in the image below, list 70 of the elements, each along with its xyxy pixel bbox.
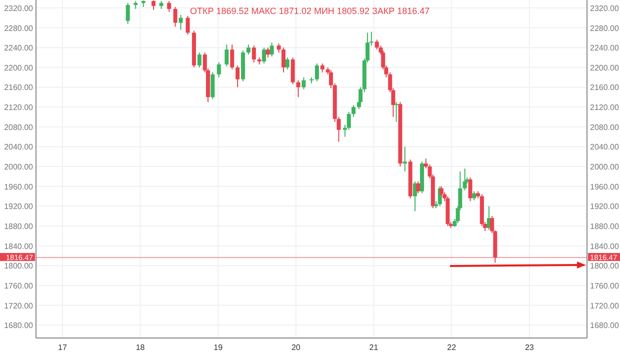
candlestick (416, 180, 420, 194)
candlestick (266, 47, 270, 58)
candlestick (236, 64, 240, 88)
y2-tick-label: 1760.00 (590, 281, 620, 290)
text: ОТКР 1869.52 МАКС 1871.02 МИН 1805.92 ЗАКР 1816.47 (190, 6, 430, 16)
y2-tick-label: 1800.00 (590, 262, 620, 271)
y-tick-label: 2240.00 (4, 44, 34, 53)
candlestick (285, 56, 290, 70)
y-tick-label: 1840.00 (4, 242, 34, 251)
y-tick-label: 1800.00 (4, 262, 34, 271)
y-tick-label: 1760.00 (4, 281, 34, 290)
y-tick-label: 2280.00 (4, 24, 34, 33)
y-tick-label: 2160.00 (4, 83, 34, 92)
candlestick (262, 47, 266, 64)
candlestick (167, 0, 172, 12)
x-tick-label: 18 (136, 343, 146, 352)
y2-tick-label: 2080.00 (590, 122, 620, 132)
x-tick-label: 19 (214, 343, 224, 352)
y2-tick-label: 2000.00 (590, 162, 620, 172)
candlestick (374, 39, 379, 50)
y-tick-label: 2080.00 (4, 122, 34, 132)
y2-tick-label: 1960.00 (590, 182, 620, 192)
y-tick-label: 2200.00 (4, 63, 34, 72)
candlestick (216, 62, 221, 78)
candlestick (468, 176, 472, 202)
y2-tick-label: 2320.00 (590, 4, 620, 13)
y-tick-label: 2040.00 (4, 142, 34, 152)
y2-tick-label: 2200.00 (590, 63, 620, 72)
candlestick (246, 44, 250, 56)
y-tick-label: 1720.00 (4, 301, 34, 310)
candlestick (296, 80, 300, 98)
y2-tick-label: 2240.00 (590, 44, 620, 53)
candlestick (126, 2, 130, 24)
x-tick-label: 22 (447, 343, 457, 352)
candlestick (352, 104, 356, 118)
candlestick (270, 42, 274, 57)
candlestick (197, 52, 202, 68)
y2-tick-label: 1920.00 (590, 202, 620, 212)
y2-tick-label: 1840.00 (590, 242, 620, 251)
candlestick (210, 72, 215, 100)
candlestick (281, 47, 286, 73)
candlestick (186, 15, 190, 36)
candlestick (314, 62, 319, 82)
y-tick-label: 1920.00 (4, 202, 34, 212)
y2-tick-label: 2120.00 (590, 103, 620, 112)
candlestick (290, 56, 295, 85)
candlestick (302, 76, 306, 90)
candlestick (252, 45, 256, 63)
x-tick-label: 20 (291, 343, 301, 352)
candlestick (178, 14, 183, 30)
x-tick-label: 21 (369, 343, 379, 352)
candlestick (230, 44, 234, 70)
candlestick (224, 44, 229, 67)
x-tick-label: 23 (524, 343, 534, 352)
candlestick (402, 146, 407, 172)
y-tick-label: 1960.00 (4, 182, 34, 192)
y-tick-label: 1680.00 (4, 321, 34, 330)
y2-tick-label: 2040.00 (590, 142, 620, 152)
y-tick-label: 2120.00 (4, 103, 34, 112)
y-tick-label: 1880.00 (4, 222, 34, 231)
y2-tick-label: 1680.00 (590, 321, 620, 330)
y2-tick-label: 1720.00 (590, 301, 620, 310)
x-tick-label: 17 (58, 343, 68, 352)
candlestick (173, 6, 178, 28)
y2-tick-label: 1880.00 (590, 222, 620, 231)
candlestick (152, 0, 156, 10)
y2-tick-label: 2160.00 (590, 83, 620, 92)
y-tick-label: 2320.00 (4, 4, 34, 13)
y2-tick-label: 2280.00 (590, 24, 620, 33)
y-tick-label: 2000.00 (4, 162, 34, 172)
